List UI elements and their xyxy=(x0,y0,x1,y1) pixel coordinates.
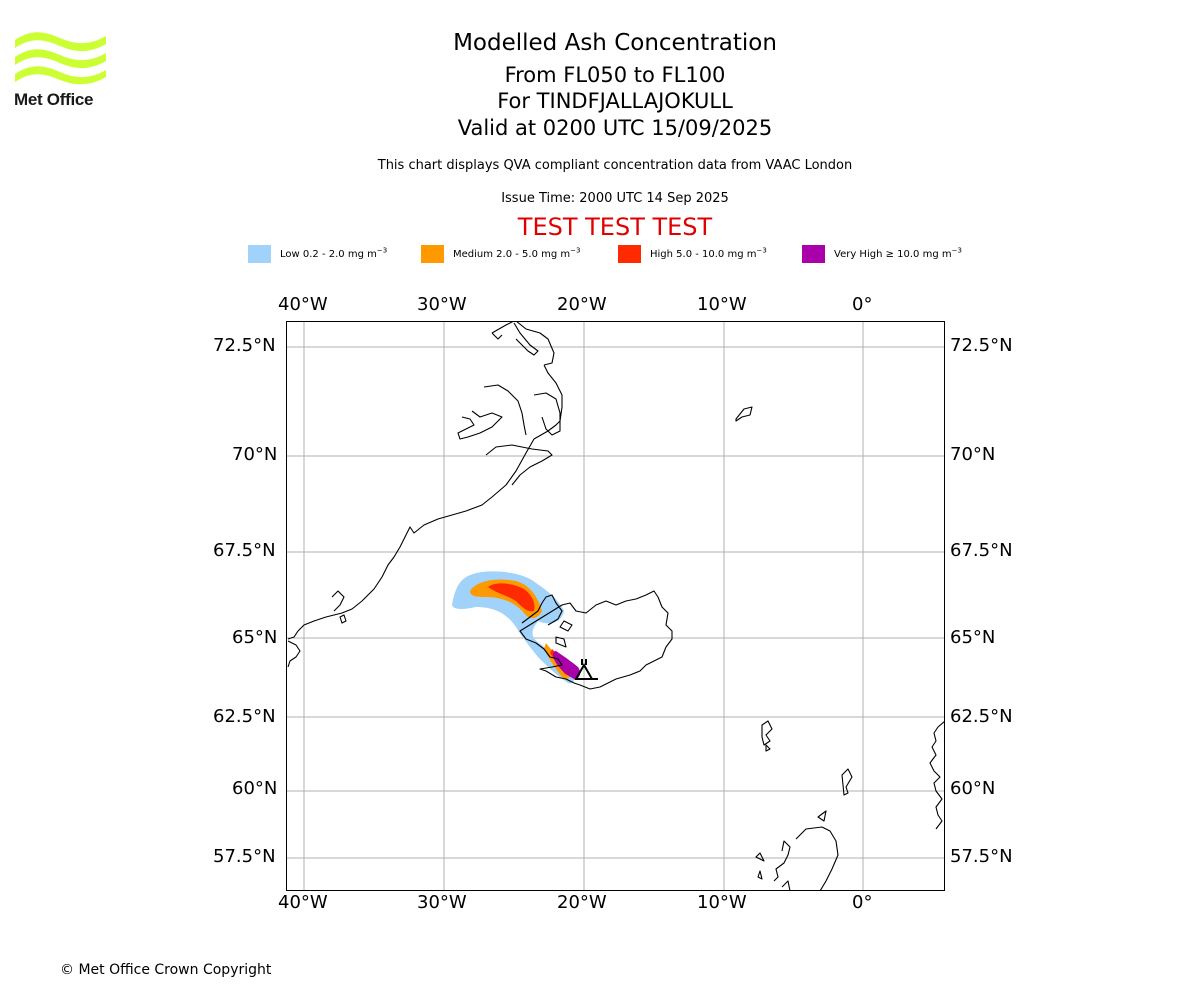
met-office-logo: Met Office xyxy=(14,30,108,112)
source-note: This chart displays QVA compliant concen… xyxy=(377,158,853,173)
norway-coast xyxy=(929,720,945,830)
legend-label-high: High 5.0 - 10.0 mg m−3 xyxy=(650,246,767,260)
jan-mayen-coast xyxy=(735,406,753,422)
lat-label-left-72-5: 72.5°N xyxy=(213,335,276,356)
legend-item-low: Low 0.2 - 2.0 mg m−3 xyxy=(248,244,387,264)
lat-label-right-62-5: 62.5°N xyxy=(950,706,1013,727)
legend-item-very-high: Very High ≥ 10.0 mg m−3 xyxy=(802,244,962,264)
lat-label-right-57-5: 57.5°N xyxy=(950,846,1013,867)
scotland-coast xyxy=(755,768,853,891)
lon-label-top-20w: 20°W xyxy=(557,294,607,315)
lat-label-left-65: 65°N xyxy=(232,627,278,648)
copyright-footer: © Met Office Crown Copyright xyxy=(60,962,272,978)
lat-label-right-65: 65°N xyxy=(950,627,996,648)
lat-label-left-62-5: 62.5°N xyxy=(213,706,276,727)
lon-label-top-0: 0° xyxy=(852,294,873,315)
legend-label-very-high: Very High ≥ 10.0 mg m−3 xyxy=(834,246,962,260)
lon-label-bottom-10w: 10°W xyxy=(697,892,747,913)
lat-label-left-57-5: 57.5°N xyxy=(213,846,276,867)
chart-title: Modelled Ash Concentration xyxy=(453,30,777,56)
test-banner: TEST TEST TEST xyxy=(517,213,713,241)
lon-label-bottom-40w: 40°W xyxy=(278,892,328,913)
issue-time: Issue Time: 2000 UTC 14 Sep 2025 xyxy=(501,191,729,206)
ash-very-high xyxy=(553,651,581,679)
valid-time: Valid at 0200 UTC 15/09/2025 xyxy=(457,116,773,140)
lon-label-bottom-20w: 20°W xyxy=(557,892,607,913)
lat-label-left-67-5: 67.5°N xyxy=(213,540,276,561)
legend-swatch-medium xyxy=(421,245,444,263)
ash-plume xyxy=(452,571,581,684)
legend-item-medium: Medium 2.0 - 5.0 mg m−3 xyxy=(421,244,580,264)
lon-label-top-10w: 10°W xyxy=(697,294,747,315)
legend-swatch-low xyxy=(248,245,271,263)
legend-label-low: Low 0.2 - 2.0 mg m−3 xyxy=(280,246,388,260)
coastlines xyxy=(287,321,945,891)
lat-label-left-60: 60°N xyxy=(232,778,278,799)
lat-label-right-67-5: 67.5°N xyxy=(950,540,1013,561)
ash-map xyxy=(286,321,945,891)
faroe-islands-coast xyxy=(761,720,773,752)
lon-label-top-40w: 40°W xyxy=(278,294,328,315)
logo-text: Met Office xyxy=(14,90,94,109)
lat-label-right-72-5: 72.5°N xyxy=(950,335,1013,356)
flight-levels: From FL050 to FL100 xyxy=(504,63,726,87)
iceland-coast xyxy=(519,590,673,690)
map-grid xyxy=(286,321,945,891)
volcano-name: For TINDFJALLAJOKULL xyxy=(497,89,733,113)
legend-item-high: High 5.0 - 10.0 mg m−3 xyxy=(618,244,767,264)
lat-label-left-70: 70°N xyxy=(232,444,278,465)
ash-low xyxy=(452,571,575,684)
lon-label-top-30w: 30°W xyxy=(417,294,467,315)
lon-label-bottom-30w: 30°W xyxy=(417,892,467,913)
wave-logo-icon xyxy=(15,32,106,85)
lat-label-right-70: 70°N xyxy=(950,444,996,465)
lat-label-right-60: 60°N xyxy=(950,778,996,799)
legend-swatch-very-high xyxy=(802,245,825,263)
legend-swatch-high xyxy=(618,245,641,263)
volcano-marker xyxy=(574,659,598,680)
legend-label-medium: Medium 2.0 - 5.0 mg m−3 xyxy=(453,246,581,260)
lon-label-bottom-0: 0° xyxy=(852,892,873,913)
greenland-coast xyxy=(287,321,563,668)
